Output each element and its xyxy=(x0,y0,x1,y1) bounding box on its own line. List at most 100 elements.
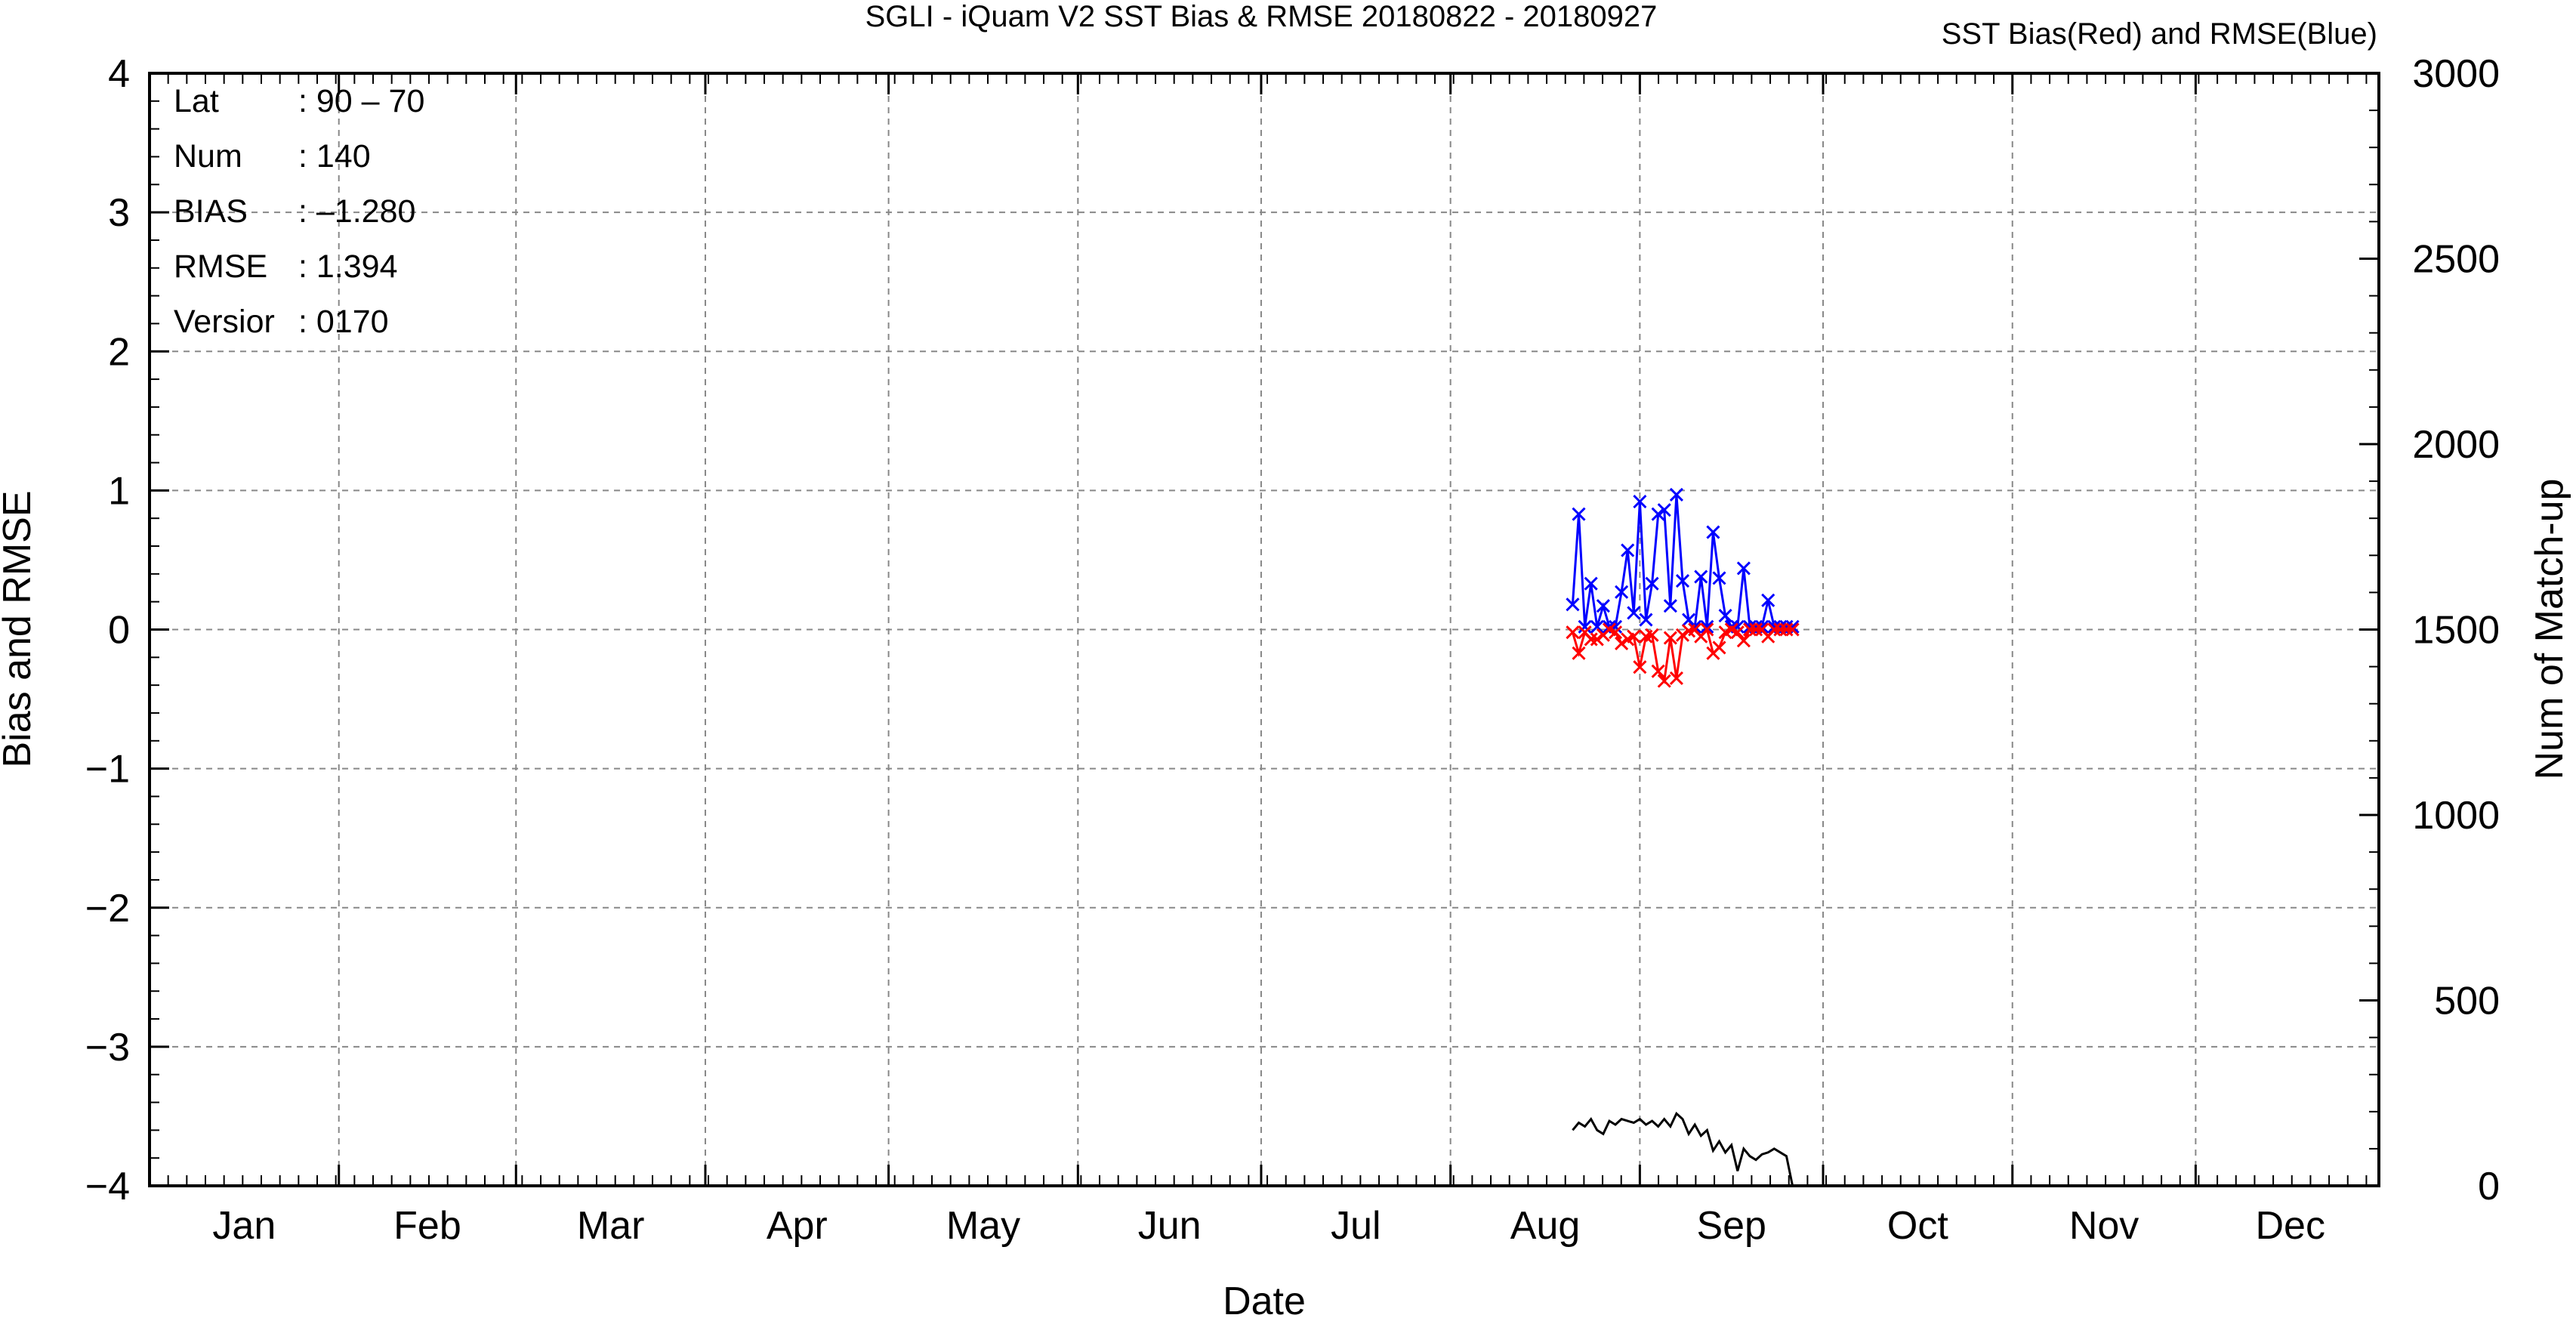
data-point xyxy=(1590,619,1604,634)
series-group xyxy=(1566,487,1800,1187)
marker-stroke xyxy=(1785,622,1800,637)
marker-stroke xyxy=(1773,622,1788,637)
info-key: Num xyxy=(174,138,242,174)
marker-stroke xyxy=(1627,606,1641,620)
data-point xyxy=(1657,503,1671,517)
data-point xyxy=(1645,628,1659,642)
marker-stroke xyxy=(1584,632,1598,647)
x-tick-label: Dec xyxy=(2255,1204,2325,1248)
marker-stroke xyxy=(1742,619,1757,634)
marker-stroke xyxy=(1663,631,1677,645)
marker-stroke xyxy=(1736,561,1751,576)
marker-stroke xyxy=(1761,593,1775,607)
x-tick-label: Sep xyxy=(1696,1204,1766,1248)
marker-stroke xyxy=(1736,634,1751,648)
marker-stroke xyxy=(1578,619,1592,634)
marker-stroke xyxy=(1608,625,1623,640)
data-point xyxy=(1615,585,1629,599)
data-point xyxy=(1669,671,1683,686)
marker-stroke xyxy=(1706,525,1720,539)
marker-stroke xyxy=(1651,507,1665,521)
data-point xyxy=(1627,629,1641,644)
marker-stroke xyxy=(1590,619,1604,634)
y2-tick-label: 1000 xyxy=(2412,794,2500,838)
y2-tick-label: 2000 xyxy=(2412,423,2500,467)
marker-stroke xyxy=(1645,628,1659,642)
chart-title: SGLI - iQuam V2 SST Bias & RMSE 20180822… xyxy=(865,0,1658,33)
y-tick-label: −1 xyxy=(85,748,130,792)
marker-stroke xyxy=(1615,585,1629,599)
grid xyxy=(150,73,2379,1186)
x-tick-label: Aug xyxy=(1510,1204,1581,1248)
y-tick-label: −4 xyxy=(85,1165,130,1208)
info-key: BIAS xyxy=(174,193,248,230)
info-value: : 90 – 70 xyxy=(298,83,424,119)
marker-stroke xyxy=(1590,632,1604,647)
marker-stroke xyxy=(1755,622,1769,637)
data-point xyxy=(1572,646,1586,660)
marker-stroke xyxy=(1712,571,1726,585)
data-point xyxy=(1773,622,1788,637)
marker-stroke xyxy=(1633,495,1647,509)
marker-stroke xyxy=(1700,619,1714,634)
info-value: : 1.394 xyxy=(298,248,398,285)
marker-stroke xyxy=(1675,573,1690,588)
marker-stroke xyxy=(1566,597,1580,612)
marker-stroke xyxy=(1639,613,1653,627)
data-point xyxy=(1651,664,1665,678)
marker-stroke xyxy=(1615,636,1629,650)
data-point xyxy=(1663,599,1677,613)
data-point xyxy=(1621,543,1635,557)
data-point xyxy=(1608,625,1623,640)
y-tick-label: 1 xyxy=(108,469,130,513)
y-tick-label: 4 xyxy=(108,52,130,96)
marker-stroke xyxy=(1657,674,1671,688)
marker-stroke xyxy=(1700,622,1714,637)
data-point xyxy=(1761,593,1775,607)
data-point xyxy=(1590,632,1604,647)
x-tick-label: Jun xyxy=(1138,1204,1202,1248)
data-point xyxy=(1736,561,1751,576)
marker-stroke xyxy=(1578,625,1592,640)
info-value: : 140 xyxy=(298,138,371,174)
y-tick-labels: −4 −3 −2 −1 0 1 2 3 4 xyxy=(85,52,130,1208)
marker-stroke xyxy=(1779,622,1794,637)
marker-stroke xyxy=(1675,628,1690,642)
marker-stroke xyxy=(1724,622,1738,637)
y2-tick-label: 500 xyxy=(2434,980,2500,1023)
y2-tick-labels: 0 500 1000 1500 2000 2500 3000 xyxy=(2412,52,2500,1208)
marker-stroke xyxy=(1688,622,1702,637)
series-line xyxy=(1572,1111,1794,1187)
info-value: : 0170 xyxy=(298,304,389,340)
data-point xyxy=(1675,573,1690,588)
marker-stroke xyxy=(1602,622,1617,637)
marker-stroke xyxy=(1712,640,1726,655)
data-point xyxy=(1578,619,1592,634)
data-point xyxy=(1675,628,1690,642)
data-point xyxy=(1627,606,1641,620)
data-point xyxy=(1584,632,1598,647)
marker-stroke xyxy=(1633,660,1647,674)
y-axis-label: Bias and RMSE xyxy=(0,490,39,767)
info-key: RMSE xyxy=(174,248,267,285)
marker-stroke xyxy=(1748,622,1763,637)
marker-stroke xyxy=(1657,503,1671,517)
x-tick-label: Nov xyxy=(2069,1204,2139,1248)
data-point xyxy=(1639,613,1653,627)
marker-stroke xyxy=(1572,507,1586,521)
y-tick-label: −3 xyxy=(85,1026,130,1070)
data-point xyxy=(1669,487,1683,502)
y-tick-label: −2 xyxy=(85,887,130,931)
data-point xyxy=(1645,576,1659,591)
x-tick-label: Feb xyxy=(393,1204,461,1248)
marker-stroke xyxy=(1730,625,1745,640)
marker-stroke xyxy=(1767,622,1782,637)
y-tick-label: 3 xyxy=(108,191,130,235)
x-tick-label: Jul xyxy=(1331,1204,1381,1248)
data-point xyxy=(1718,609,1732,623)
data-point xyxy=(1700,619,1714,634)
marker-stroke xyxy=(1627,629,1641,644)
info-key: Versior xyxy=(174,304,275,340)
data-point xyxy=(1748,622,1763,637)
